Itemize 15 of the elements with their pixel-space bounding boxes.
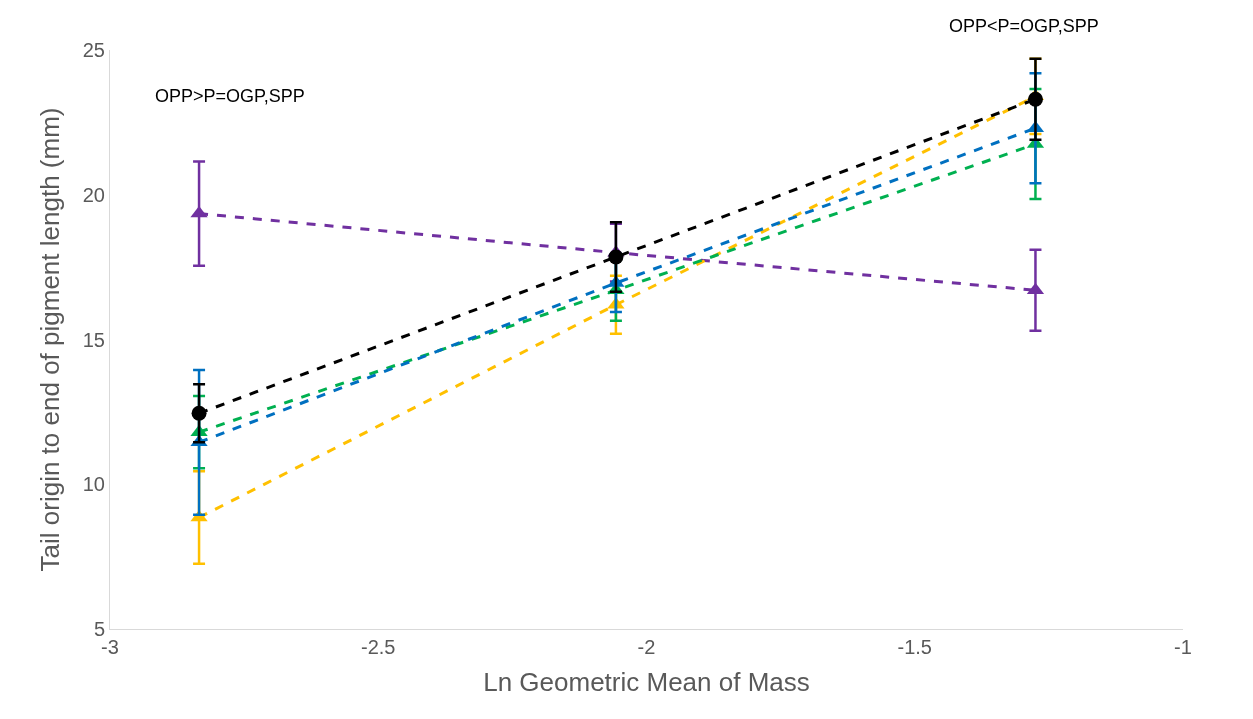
point <box>1027 91 1043 107</box>
x-tick-label: -1 <box>1174 636 1192 658</box>
y-tick-label: 10 <box>82 473 105 496</box>
x-axis-title: Ln Geometric Mean of Mass <box>483 666 810 697</box>
x-tick-label: -2 <box>637 636 656 658</box>
x-tick-label: -1.5 <box>897 636 932 658</box>
y-tick-label: 25 <box>82 39 105 61</box>
x-tick-label: -2.5 <box>361 636 396 658</box>
annotation: OPP>P=OGP,SPP <box>155 86 305 106</box>
point <box>191 405 207 421</box>
point <box>608 249 624 265</box>
y-tick-label: 15 <box>82 328 105 351</box>
y-axis-title: Tail origin to end of pigment length (mm) <box>35 107 66 572</box>
y-tick-label: 20 <box>82 183 105 206</box>
text: OPP<P=OGP,SPP <box>949 16 1099 36</box>
